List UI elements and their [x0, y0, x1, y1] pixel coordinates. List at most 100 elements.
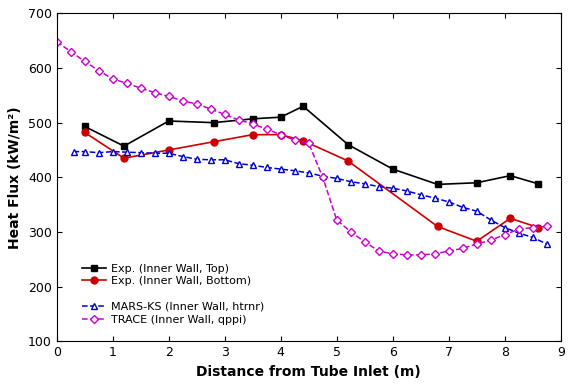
- TRACE (Inner Wall, qppi): [264, 127, 270, 132]
- Exp. (Inner Wall, Bottom): [507, 216, 514, 221]
- TRACE (Inner Wall, qppi): [151, 90, 158, 95]
- TRACE (Inner Wall, qppi): [417, 253, 424, 257]
- TRACE (Inner Wall, qppi): [95, 68, 102, 73]
- Line: Exp. (Inner Wall, Top): Exp. (Inner Wall, Top): [81, 103, 542, 188]
- MARS-KS (Inner Wall, htrnr): [515, 231, 522, 235]
- Line: Exp. (Inner Wall, Bottom): Exp. (Inner Wall, Bottom): [81, 129, 542, 245]
- TRACE (Inner Wall, qppi): [305, 141, 312, 146]
- Exp. (Inner Wall, Bottom): [277, 132, 284, 137]
- Exp. (Inner Wall, Top): [165, 119, 172, 123]
- MARS-KS (Inner Wall, htrnr): [347, 179, 354, 184]
- TRACE (Inner Wall, qppi): [53, 39, 60, 44]
- MARS-KS (Inner Wall, htrnr): [264, 165, 270, 170]
- Exp. (Inner Wall, Bottom): [434, 224, 441, 229]
- Exp. (Inner Wall, Top): [507, 173, 514, 178]
- MARS-KS (Inner Wall, htrnr): [207, 158, 214, 162]
- MARS-KS (Inner Wall, htrnr): [305, 171, 312, 175]
- TRACE (Inner Wall, qppi): [487, 238, 494, 243]
- TRACE (Inner Wall, qppi): [179, 98, 186, 103]
- Exp. (Inner Wall, Top): [277, 115, 284, 120]
- MARS-KS (Inner Wall, htrnr): [138, 151, 144, 155]
- MARS-KS (Inner Wall, htrnr): [109, 149, 116, 154]
- MARS-KS (Inner Wall, htrnr): [165, 151, 172, 156]
- Legend: Exp. (Inner Wall, Top), Exp. (Inner Wall, Bottom), , MARS-KS (Inner Wall, htrnr): Exp. (Inner Wall, Top), Exp. (Inner Wall…: [77, 259, 269, 329]
- Y-axis label: Heat Flux (kW/m²): Heat Flux (kW/m²): [9, 106, 22, 248]
- MARS-KS (Inner Wall, htrnr): [431, 196, 438, 200]
- TRACE (Inner Wall, qppi): [221, 112, 228, 117]
- Line: MARS-KS (Inner Wall, htrnr): MARS-KS (Inner Wall, htrnr): [70, 149, 550, 247]
- Line: TRACE (Inner Wall, qppi): TRACE (Inner Wall, qppi): [54, 39, 550, 258]
- Exp. (Inner Wall, Bottom): [120, 156, 127, 161]
- MARS-KS (Inner Wall, htrnr): [362, 182, 368, 186]
- TRACE (Inner Wall, qppi): [333, 217, 340, 222]
- TRACE (Inner Wall, qppi): [138, 86, 144, 91]
- MARS-KS (Inner Wall, htrnr): [249, 163, 256, 168]
- TRACE (Inner Wall, qppi): [431, 252, 438, 256]
- Exp. (Inner Wall, Bottom): [300, 138, 307, 143]
- TRACE (Inner Wall, qppi): [445, 249, 452, 253]
- Exp. (Inner Wall, Bottom): [210, 139, 217, 144]
- TRACE (Inner Wall, qppi): [375, 249, 382, 253]
- TRACE (Inner Wall, qppi): [207, 107, 214, 111]
- MARS-KS (Inner Wall, htrnr): [291, 168, 298, 173]
- Exp. (Inner Wall, Top): [473, 180, 480, 185]
- MARS-KS (Inner Wall, htrnr): [445, 200, 452, 204]
- Exp. (Inner Wall, Top): [300, 104, 307, 109]
- MARS-KS (Inner Wall, htrnr): [333, 176, 340, 181]
- X-axis label: Distance from Tube Inlet (m): Distance from Tube Inlet (m): [197, 365, 421, 378]
- Exp. (Inner Wall, Top): [535, 182, 541, 186]
- MARS-KS (Inner Wall, htrnr): [487, 217, 494, 222]
- Exp. (Inner Wall, Top): [389, 167, 396, 171]
- MARS-KS (Inner Wall, htrnr): [460, 205, 466, 210]
- MARS-KS (Inner Wall, htrnr): [473, 209, 480, 214]
- TRACE (Inner Wall, qppi): [123, 81, 130, 86]
- Exp. (Inner Wall, Bottom): [535, 225, 541, 230]
- Exp. (Inner Wall, Top): [210, 120, 217, 125]
- MARS-KS (Inner Wall, htrnr): [81, 149, 88, 154]
- MARS-KS (Inner Wall, htrnr): [193, 157, 200, 162]
- MARS-KS (Inner Wall, htrnr): [179, 154, 186, 159]
- MARS-KS (Inner Wall, htrnr): [389, 186, 396, 190]
- Exp. (Inner Wall, Bottom): [165, 148, 172, 152]
- MARS-KS (Inner Wall, htrnr): [501, 225, 508, 230]
- TRACE (Inner Wall, qppi): [109, 77, 116, 81]
- TRACE (Inner Wall, qppi): [362, 240, 368, 244]
- TRACE (Inner Wall, qppi): [67, 49, 74, 54]
- MARS-KS (Inner Wall, htrnr): [417, 192, 424, 197]
- MARS-KS (Inner Wall, htrnr): [529, 235, 536, 240]
- TRACE (Inner Wall, qppi): [81, 59, 88, 64]
- MARS-KS (Inner Wall, htrnr): [277, 167, 284, 171]
- Exp. (Inner Wall, Top): [434, 182, 441, 187]
- TRACE (Inner Wall, qppi): [319, 175, 326, 180]
- Exp. (Inner Wall, Top): [249, 116, 256, 121]
- TRACE (Inner Wall, qppi): [249, 122, 256, 126]
- TRACE (Inner Wall, qppi): [236, 118, 242, 122]
- MARS-KS (Inner Wall, htrnr): [236, 161, 242, 166]
- TRACE (Inner Wall, qppi): [501, 232, 508, 237]
- Exp. (Inner Wall, Top): [120, 144, 127, 149]
- Exp. (Inner Wall, Top): [81, 124, 88, 129]
- MARS-KS (Inner Wall, htrnr): [123, 150, 130, 154]
- TRACE (Inner Wall, qppi): [389, 252, 396, 256]
- Exp. (Inner Wall, Bottom): [344, 159, 351, 163]
- TRACE (Inner Wall, qppi): [403, 253, 410, 257]
- TRACE (Inner Wall, qppi): [473, 241, 480, 246]
- TRACE (Inner Wall, qppi): [543, 224, 550, 229]
- Exp. (Inner Wall, Bottom): [473, 239, 480, 243]
- Exp. (Inner Wall, Bottom): [249, 132, 256, 137]
- TRACE (Inner Wall, qppi): [529, 225, 536, 230]
- Exp. (Inner Wall, Top): [344, 142, 351, 147]
- MARS-KS (Inner Wall, htrnr): [151, 151, 158, 156]
- MARS-KS (Inner Wall, htrnr): [95, 151, 102, 155]
- TRACE (Inner Wall, qppi): [460, 246, 466, 251]
- TRACE (Inner Wall, qppi): [193, 102, 200, 106]
- TRACE (Inner Wall, qppi): [291, 138, 298, 142]
- TRACE (Inner Wall, qppi): [347, 229, 354, 234]
- MARS-KS (Inner Wall, htrnr): [70, 149, 77, 154]
- MARS-KS (Inner Wall, htrnr): [221, 158, 228, 162]
- MARS-KS (Inner Wall, htrnr): [375, 184, 382, 189]
- TRACE (Inner Wall, qppi): [165, 94, 172, 99]
- Exp. (Inner Wall, Bottom): [81, 130, 88, 135]
- TRACE (Inner Wall, qppi): [515, 227, 522, 231]
- MARS-KS (Inner Wall, htrnr): [403, 188, 410, 193]
